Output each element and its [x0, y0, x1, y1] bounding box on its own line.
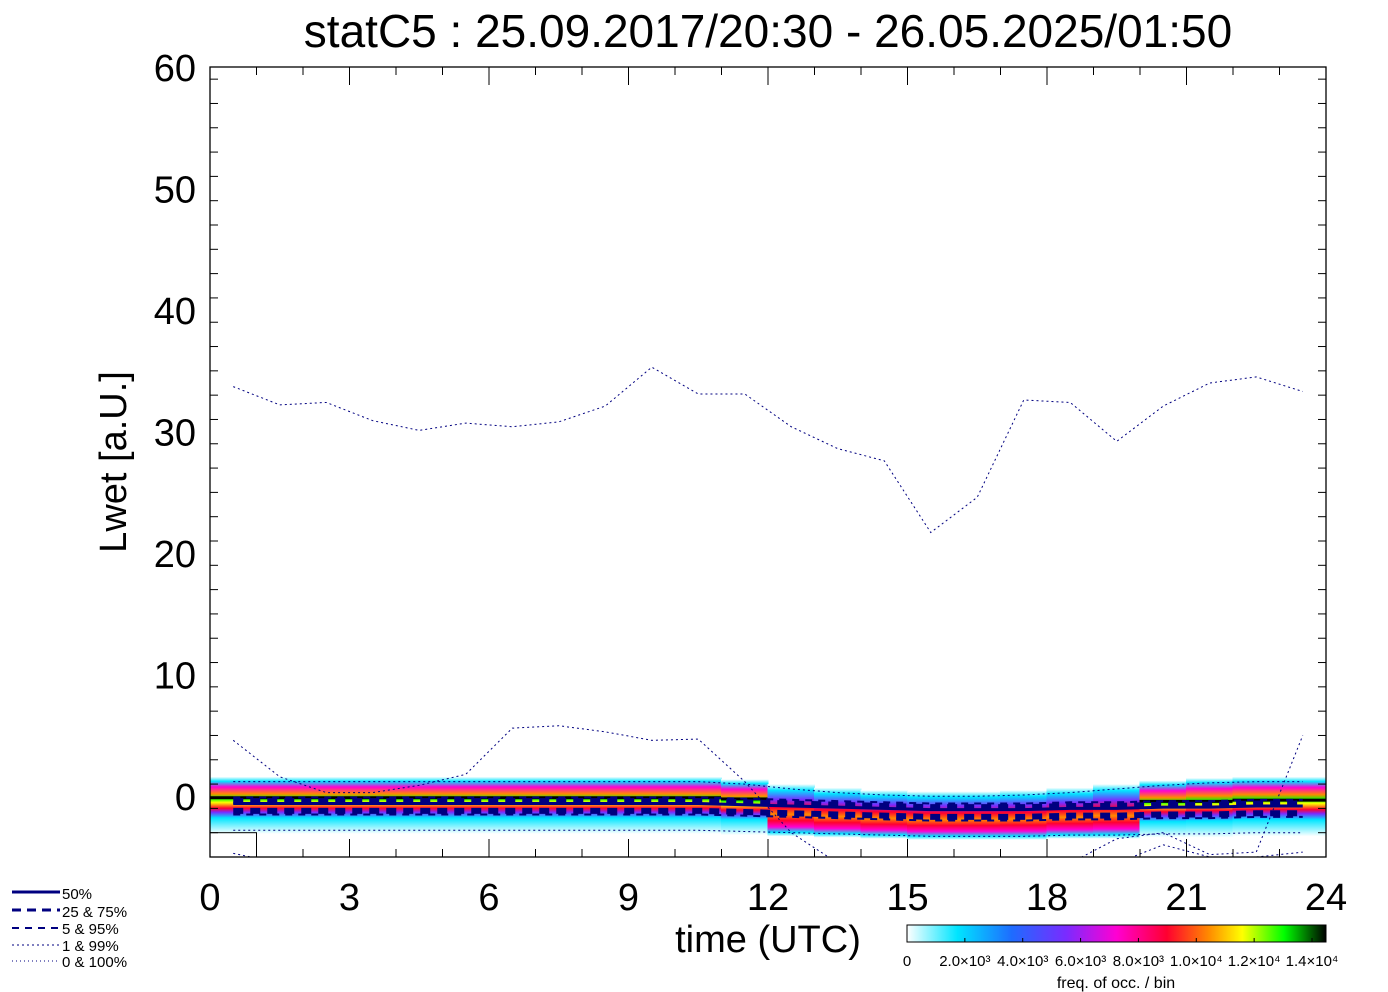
percentile-lines [232, 366, 1304, 857]
series-line-low-3 [233, 829, 1303, 837]
series-line-high-1 [233, 798, 1303, 811]
heatmap-column [442, 776, 490, 834]
legend-label-1-99: 1 & 99% [62, 938, 119, 955]
heatmap-column [953, 791, 1001, 840]
colorbar-tick-label: 1.4×10⁴ [1286, 953, 1339, 970]
colorbar-gradient [906, 924, 1327, 943]
x-tick-label: 18 [1026, 877, 1068, 919]
series-line-low-2 [233, 813, 1303, 822]
heatmap-column [721, 779, 769, 836]
heatmap-column [581, 776, 629, 834]
heatmap-column [210, 776, 257, 834]
x-tick-label: 15 [886, 877, 928, 919]
colorbar-tick-label: 1.2×10⁴ [1228, 953, 1281, 970]
x-axis-label: time (UTC) [675, 919, 861, 961]
colorbar-label: freq. of occ. / bin [1057, 975, 1175, 992]
x-tick-labels: 0 3 6 9 12 15 18 21 24 [199, 877, 1347, 919]
heatmap-peak-band [442, 796, 490, 800]
heatmap-column [395, 776, 443, 834]
colorbar-tick-label: 8.0×10³ [1113, 953, 1164, 970]
y-tick-labels: 0 10 20 30 40 50 60 [154, 48, 196, 819]
y-axis-label: Lwet [a.U.] [93, 371, 135, 553]
outlier-box [210, 832, 257, 857]
heatmap-column [767, 784, 815, 837]
colorbar-tick-label: 0 [903, 953, 911, 970]
legend-label-50: 50% [62, 886, 92, 903]
y-tick-label: 50 [154, 170, 196, 212]
y-tick-label: 60 [154, 48, 196, 90]
y-tick-label: 0 [175, 777, 196, 819]
heatmap-peak-band [1232, 798, 1280, 802]
colorbar-tick-label: 1.0×10⁴ [1170, 953, 1223, 970]
axis-ticks [209, 67, 1327, 858]
heatmap-column [302, 776, 350, 834]
x-tick-label: 9 [618, 877, 639, 919]
series-line-high-4 [233, 366, 1303, 534]
colorbar-tick-label: 4.0×10³ [997, 953, 1048, 970]
heatmap-column [349, 776, 397, 834]
legend-label-5-95: 5 & 95% [62, 921, 119, 938]
heatmap-column [628, 776, 676, 834]
x-tick-label: 21 [1165, 877, 1207, 919]
heatmap-peak-band [1139, 799, 1187, 803]
colorbar: 0 2.0×10³ 4.0×10³ 6.0×10³ 8.0×10³ 1.0×10⁴ 1.2×… [903, 924, 1339, 992]
heatmap-peak-band [349, 796, 397, 800]
series-line-high-2 [233, 796, 1303, 805]
x-tick-label: 6 [478, 877, 499, 919]
heatmap-peak-band [674, 796, 722, 800]
series-line-low-1 [233, 807, 1303, 820]
y-tick-label: 30 [154, 413, 196, 455]
y-tick-label: 40 [154, 291, 196, 333]
plot-frame [209, 66, 1327, 858]
heatmap-peak-band [256, 796, 304, 800]
heatmap-column [535, 776, 583, 834]
chart-title: statC5 : 25.09.2017/20:30 - 26.05.2025/0… [304, 5, 1232, 57]
legend-label-25-75: 25 & 75% [62, 904, 127, 921]
x-tick-label: 12 [747, 877, 789, 919]
heatmap-column [1093, 784, 1141, 839]
colorbar-ticks: 0 2.0×10³ 4.0×10³ 6.0×10³ 8.0×10³ 1.0×10⁴ 1.2×… [903, 938, 1339, 970]
heatmap-column [488, 776, 536, 834]
x-tick-label: 3 [339, 877, 360, 919]
x-tick-label: 24 [1305, 877, 1347, 919]
legend: 50% 25 & 75% 5 & 95% 1 & 99% 0 & 100% [12, 886, 127, 971]
heatmap-peak-band [581, 796, 629, 800]
colorbar-tick-label: 6.0×10³ [1055, 953, 1106, 970]
colorbar-tick-label: 2.0×10³ [939, 953, 990, 970]
heatmap-column [256, 776, 304, 834]
legend-label-0-100: 0 & 100% [62, 954, 127, 971]
y-tick-label: 20 [154, 534, 196, 576]
y-tick-label: 10 [154, 656, 196, 698]
x-tick-label: 0 [199, 877, 220, 919]
